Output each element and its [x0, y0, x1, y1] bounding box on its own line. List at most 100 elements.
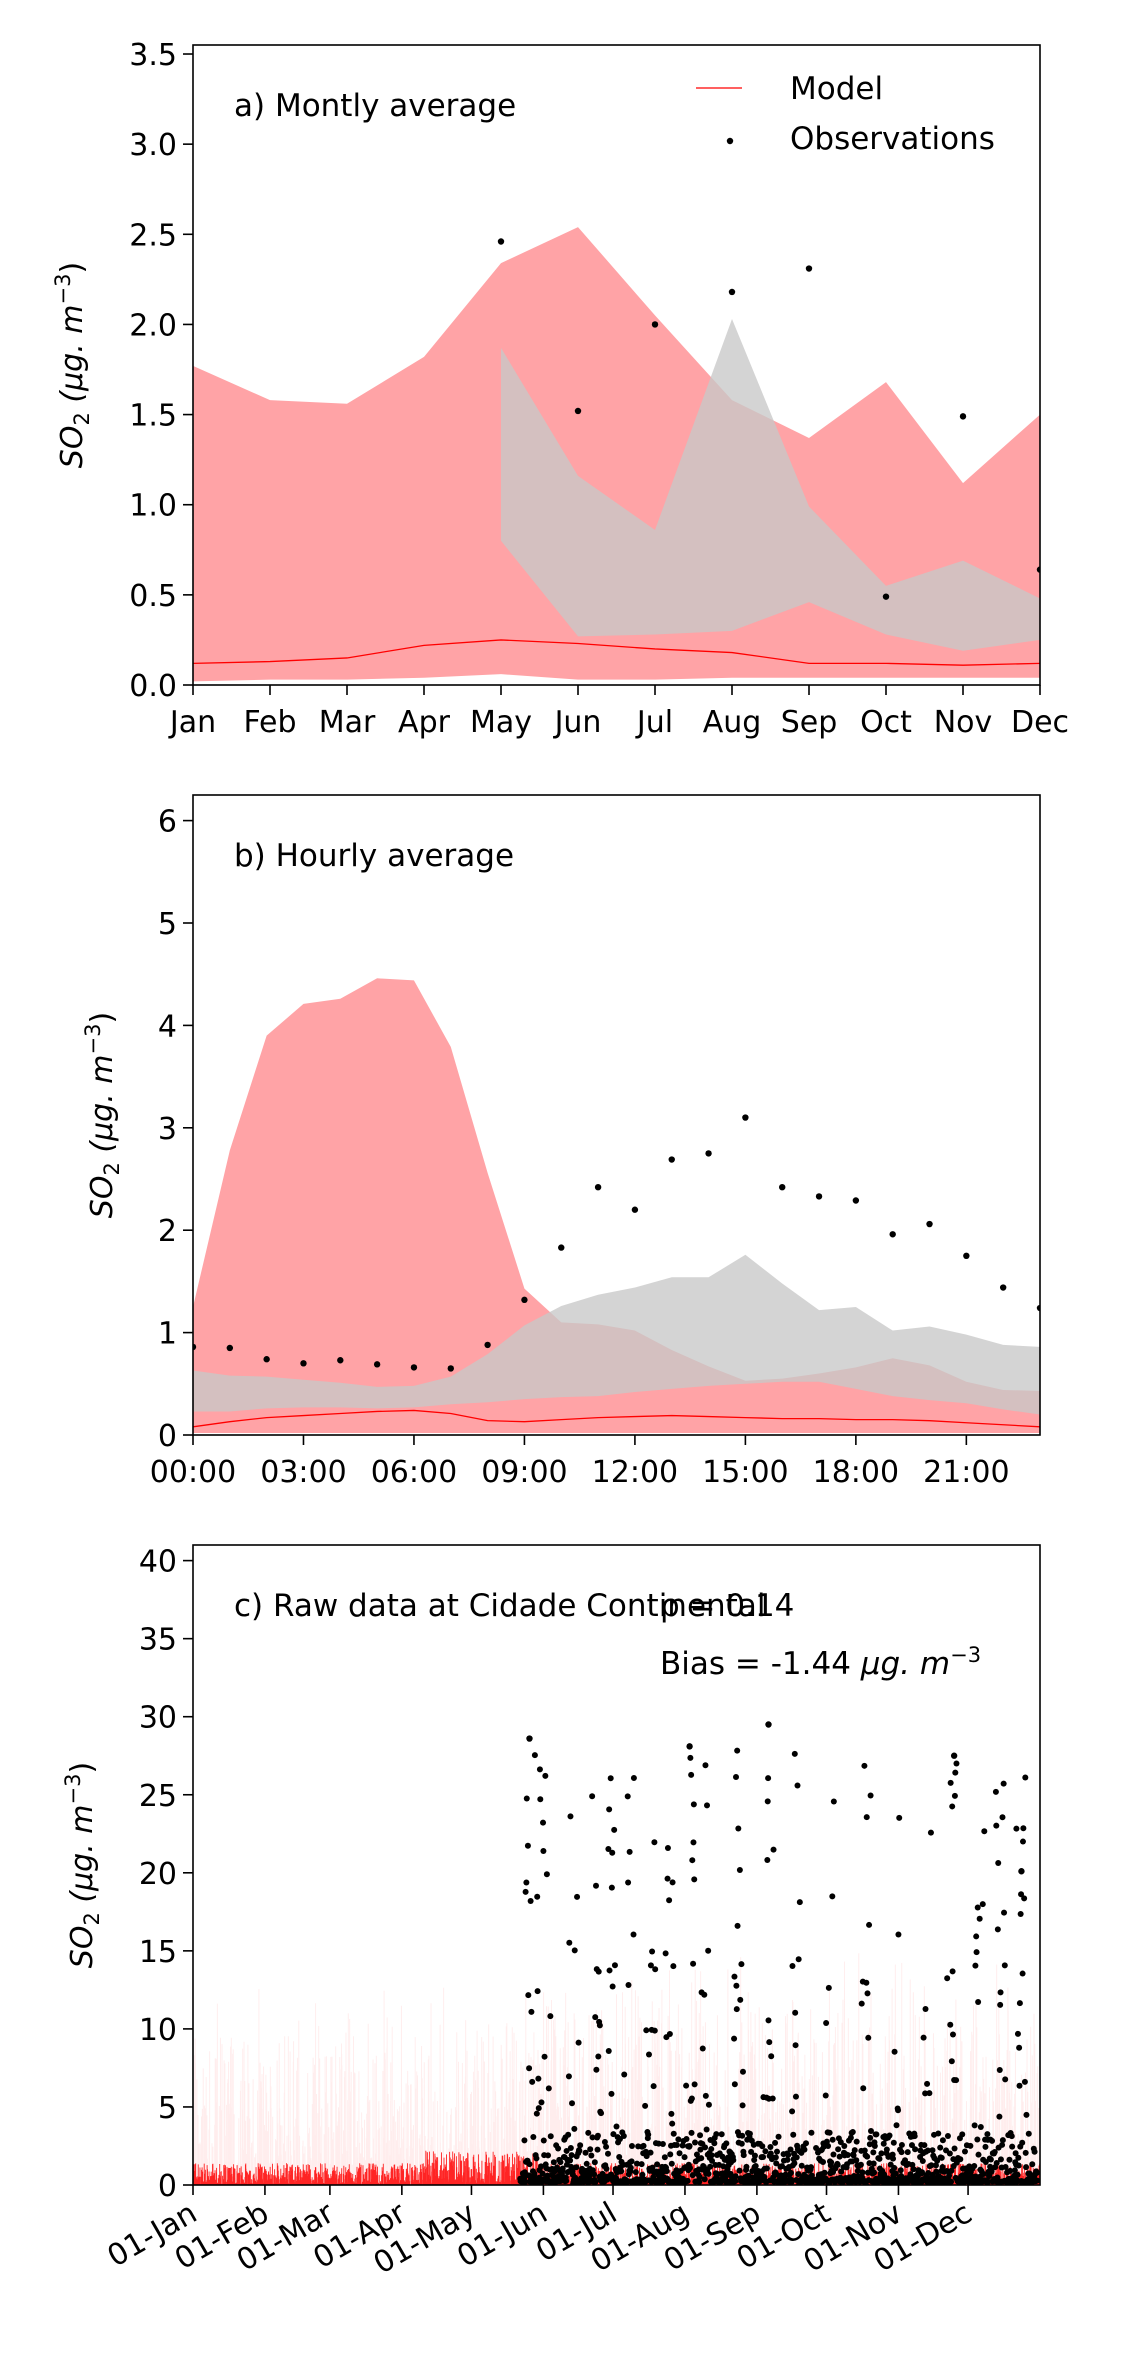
panel-b-observation-point — [300, 1360, 307, 1367]
panel-c-observation-point — [967, 2142, 974, 2149]
panel-c-observation-point — [876, 2155, 883, 2162]
x-tick-label: Oct — [860, 705, 912, 740]
panel-b-observation-point — [779, 1183, 786, 1191]
panel-c-observation-point — [524, 1842, 531, 1849]
panel-c-observation-point — [547, 2133, 554, 2140]
panel-c-observation-point — [669, 1879, 676, 1886]
panel-c-observation-point — [522, 1888, 529, 1895]
y-tick-label: 15 — [139, 1935, 177, 1970]
panel-c-observation-point — [577, 2142, 584, 2149]
panel-c-observation-point — [792, 2093, 799, 2100]
panel-c-observation-point — [790, 2131, 797, 2138]
panel-c-observation-point — [550, 2159, 557, 2166]
panel-c-observation-point — [608, 2171, 615, 2178]
panel-c-observation-point — [803, 2140, 810, 2147]
panel-c-observation-point — [1031, 2148, 1038, 2155]
panel-c-observation-point — [924, 2080, 931, 2087]
panel-c-observation-point — [791, 1750, 798, 1757]
panel-c-observation-point — [784, 2156, 791, 2163]
panel-c-observation-point — [948, 2058, 955, 2065]
panel-c-observation-point — [709, 2157, 716, 2164]
panel-c-observation-point — [688, 2095, 695, 2102]
panel-c-observation-point — [705, 2170, 712, 2177]
panel-c-observation-point — [870, 2160, 877, 2167]
panel-c-observation-point — [911, 2133, 918, 2140]
panel-c-observation-point — [765, 1775, 772, 1782]
panel-c-observation-point — [980, 2170, 987, 2177]
panel-c-observation-point — [822, 2092, 829, 2099]
panel-b-observation-point — [926, 1220, 933, 1228]
panel-c-observation-point — [738, 2140, 745, 2147]
panel-c-observation-point — [575, 2039, 582, 2046]
panel-c-observation-point — [952, 1769, 959, 1776]
panel-c-observation-point — [1014, 2171, 1021, 2178]
panel-c-observation-point — [1021, 2078, 1028, 2085]
panel-c-observation-point — [838, 2168, 845, 2175]
panel-c-observation-point — [752, 2162, 759, 2169]
panel-c-observation-point — [893, 2122, 900, 2129]
panel-c-observation-point — [890, 2139, 897, 2146]
panel-c-observation-point — [993, 1822, 1000, 1829]
panel-c-observation-point — [608, 1884, 615, 1891]
panel-c-observation-point — [982, 2143, 989, 2150]
panel-c-observation-point — [604, 2150, 611, 2157]
panel-c-observation-point — [606, 1967, 613, 1974]
panel-c-observation-point — [850, 2152, 857, 2159]
panel-c-observation-point — [662, 1950, 669, 1957]
panel-c-observation-point — [764, 1857, 771, 1864]
panel-c-observation-point — [540, 2137, 547, 2144]
panel-c-observation-point — [939, 2137, 946, 2144]
panel-c-observation-point — [944, 1975, 951, 1982]
panel-c-observation-point — [779, 2163, 786, 2170]
panel-c-observation-point — [711, 2140, 718, 2147]
panel-c-observation-point — [984, 2131, 991, 2138]
x-tick-label: 00:00 — [150, 1455, 236, 1490]
panel-c-observation-point — [898, 2149, 905, 2156]
panel-c-observation-point — [683, 2136, 690, 2143]
panel-c-observation-point — [922, 2006, 929, 2013]
panel-c-observation-point — [793, 2154, 800, 2161]
panel-c-observation-point — [787, 2146, 794, 2153]
panel-c-observation-point — [1009, 2143, 1016, 2150]
panel-c-correlation-annotation: ρ = 0.14 — [660, 1588, 794, 1624]
panel-c-observation-point — [630, 1775, 637, 1782]
panel-c-observation-point — [611, 1962, 618, 1969]
panel-c-observation-point — [625, 1981, 632, 1988]
panel-c-observation-point — [733, 1774, 740, 1781]
panel-c-observation-point — [746, 2130, 753, 2137]
panel-c-observation-point — [912, 2146, 919, 2153]
panel-c-observation-point — [1034, 2177, 1040, 2184]
panel-c-observation-point — [993, 2159, 1000, 2166]
panel-c-observation-point — [836, 2153, 843, 2160]
panel-c-observation-point — [531, 2170, 538, 2177]
panel-c-observation-point — [951, 1792, 958, 1799]
panel-c-observation-point — [701, 2176, 708, 2183]
panel-c-observation-point — [545, 2085, 552, 2092]
panel-c-observation-point — [928, 2162, 935, 2169]
panel-c-observation-point — [944, 2132, 951, 2139]
panel-c-observation-point — [982, 2159, 989, 2166]
panel-c-observation-point — [668, 2160, 675, 2167]
panel-c-observation-point — [625, 1879, 632, 1886]
panel-c-observation-point — [1019, 2139, 1026, 2146]
panel-c-observation-point — [734, 1922, 741, 1929]
panel-c-observation-point — [696, 2178, 703, 2185]
panel-c-observation-point — [701, 1991, 708, 1998]
panel-c-observation-point — [844, 2152, 851, 2159]
panel-c-observation-point — [618, 2168, 625, 2175]
panel-c-bias-annotation: Bias = -1.44 μg. m−3 — [660, 1643, 981, 1682]
panel-c-observation-point — [870, 2149, 877, 2156]
panel-c-observation-point — [571, 2125, 578, 2132]
panel-c-observation-point — [989, 2137, 996, 2144]
panel-c-observation-point — [675, 2136, 682, 2143]
panel-c-observation-point — [873, 2131, 880, 2138]
panel-c-observation-point — [946, 2150, 953, 2157]
panel-b-observation-point — [668, 1156, 675, 1163]
panel-c-observation-point — [825, 1984, 832, 1991]
panel-c-observation-point — [979, 1901, 986, 1908]
panel-c-observation-point — [627, 2164, 634, 2171]
x-tick-label: May — [470, 705, 532, 740]
panel-c-observation-peak-point — [765, 1721, 772, 1728]
panel-c-observation-point — [650, 2083, 657, 2090]
